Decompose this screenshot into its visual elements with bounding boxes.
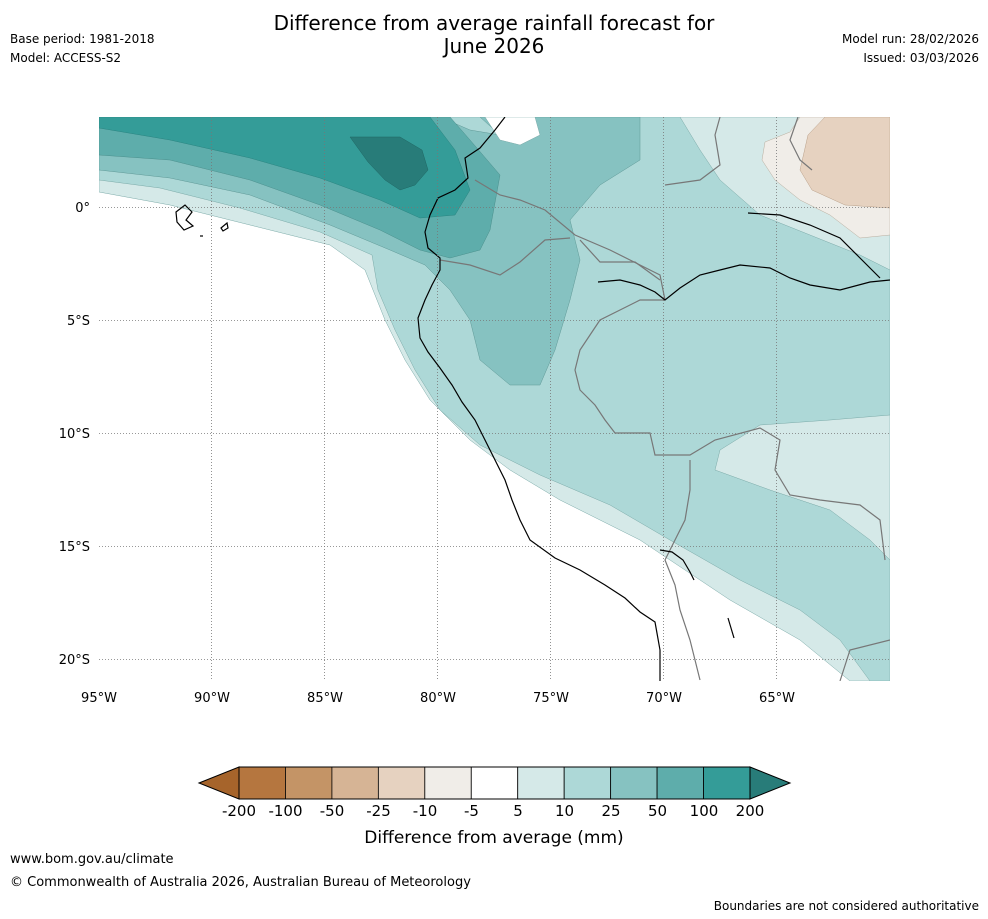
country-borders — [439, 117, 890, 681]
colorbar-cell — [610, 766, 658, 800]
map-title: Difference from average rainfall forecas… — [0, 12, 988, 58]
colorbar-max-extension — [749, 766, 792, 800]
model-name: Model: ACCESS-S2 — [10, 51, 122, 65]
lat-label: 5°S — [67, 314, 90, 329]
map-canvas — [99, 117, 890, 681]
lat-label: 10°S — [59, 427, 90, 442]
lat-label: 0° — [75, 201, 90, 216]
lon-label: 95°W — [81, 691, 117, 706]
lon-label: 85°W — [307, 691, 343, 706]
colorbar-cell — [470, 766, 519, 800]
rainfall-zone-10-25mm — [99, 117, 890, 681]
issued-date: Issued: 03/03/2026 — [863, 51, 979, 65]
colorbar-cell — [703, 766, 751, 800]
lon-label: 75°W — [533, 691, 569, 706]
lat-label: 20°S — [59, 653, 90, 668]
colorbar-tick: 100 — [690, 802, 719, 820]
colorbar-title: Difference from average (mm) — [364, 828, 623, 848]
base-period: Base period: 1981-2018 — [10, 32, 155, 46]
longitude-labels: 95°W 90°W 85°W 80°W 75°W 70°W 65°W — [81, 691, 795, 706]
colorbar-tick: 5 — [513, 802, 523, 820]
rainfall-zone-minus10-minus25mm — [799, 117, 890, 209]
rainfall-zone-25-50mm — [99, 117, 641, 386]
colorbar-ticks: -200 -100 -50 -25 -10 -5 5 10 25 50 100 … — [222, 802, 764, 820]
lat-label: 15°S — [59, 540, 90, 555]
colorbar-tick: -100 — [268, 802, 302, 820]
colorbar-tick: 10 — [555, 802, 574, 820]
colorbar-tick: -25 — [366, 802, 391, 820]
model-run: Model run: 28/02/2026 — [841, 32, 979, 46]
colorbar-cell — [656, 766, 704, 800]
copyright-notice: © Commonwealth of Australia 2026, Austra… — [10, 875, 471, 890]
colorbar-cell — [563, 766, 612, 800]
colorbar-tick: 200 — [736, 802, 765, 820]
colorbar-tick: 50 — [648, 802, 667, 820]
title-line-1: Difference from average rainfall forecas… — [273, 11, 715, 35]
colorbar-min-extension — [197, 766, 240, 800]
colorbar-cells — [238, 766, 751, 800]
colorbar-cell — [238, 766, 286, 800]
colorbar-cell — [517, 766, 565, 800]
rainfall-zone-over-200mm — [349, 136, 429, 191]
colorbar-tick: -50 — [320, 802, 345, 820]
colorbar-tick: -200 — [222, 802, 256, 820]
lon-label: 80°W — [420, 691, 456, 706]
title-line-2: June 2026 — [443, 34, 545, 58]
colorbar-cell — [331, 766, 379, 800]
colorbar-outline — [238, 766, 751, 800]
lon-label: 65°W — [759, 691, 795, 706]
colorbar-cell — [285, 766, 333, 800]
website-link[interactable]: www.bom.gov.au/climate — [10, 852, 174, 867]
colorbar-tick: -5 — [464, 802, 479, 820]
boundaries-disclaimer: Boundaries are not considered authoritat… — [713, 899, 979, 913]
latitude-labels: 0° 5°S 10°S 15°S 20°S — [59, 201, 90, 668]
lon-label: 90°W — [194, 691, 230, 706]
colorbar: -200 -100 -50 -25 -10 -5 5 10 25 50 100 … — [197, 766, 792, 848]
colorbar-cell — [377, 766, 426, 800]
colorbar-tick: 25 — [601, 802, 620, 820]
coastline — [175, 117, 890, 681]
rainfall-zone-near-zero — [484, 117, 541, 146]
lon-label: 70°W — [646, 691, 682, 706]
graticule — [99, 117, 890, 681]
colorbar-cell — [424, 766, 472, 800]
colorbar-tick: -10 — [413, 802, 438, 820]
